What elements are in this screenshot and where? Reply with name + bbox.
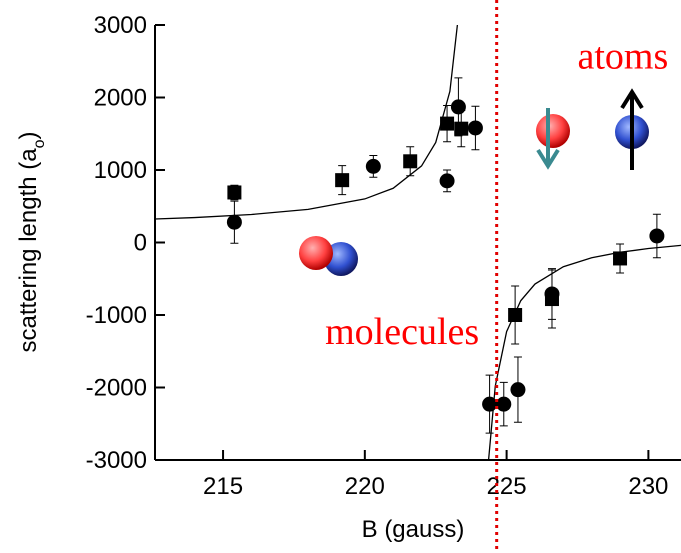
- y-tick-label: 1000: [94, 157, 147, 184]
- y-tick-label: 0: [134, 230, 147, 257]
- y-axis-label-end: ): [15, 131, 42, 139]
- data-point: [613, 251, 628, 266]
- x-tick-label: 215: [203, 473, 243, 500]
- x-tick-label: 225: [487, 473, 527, 500]
- data-point: [440, 116, 455, 131]
- atom-icon: [536, 114, 570, 148]
- y-axis-label: scattering length (ao): [15, 131, 48, 352]
- data-point: [403, 154, 418, 169]
- data-point: [335, 173, 350, 188]
- annotation: atoms: [578, 36, 669, 78]
- data-point: [226, 214, 242, 230]
- data-point: [649, 228, 665, 244]
- data-point: [482, 396, 498, 412]
- data-point: [454, 121, 469, 136]
- y-tick-label: 2000: [94, 85, 147, 112]
- y-tick-label: -3000: [86, 447, 147, 474]
- y-axis-label-sub: o: [31, 139, 48, 148]
- plot-area: [155, 25, 681, 460]
- x-tick-label: 220: [345, 473, 385, 500]
- x-axis-label: B (gauss): [362, 516, 465, 543]
- data-point: [227, 185, 242, 200]
- data-point: [510, 382, 526, 398]
- data-point: [365, 158, 381, 174]
- y-tick-label: -2000: [86, 375, 147, 402]
- data-point: [467, 120, 483, 136]
- data-point: [450, 99, 466, 115]
- data-point: [544, 292, 559, 307]
- annotation: molecules: [325, 311, 479, 353]
- y-tick-label: -1000: [86, 302, 147, 329]
- data-point: [439, 173, 455, 189]
- y-axis-label-text: scattering length (a: [15, 148, 42, 353]
- spin-arrow: [620, 88, 644, 170]
- atom-icon: [299, 236, 333, 270]
- spin-arrow: [536, 108, 560, 170]
- y-tick-label: 3000: [94, 12, 147, 39]
- data-point: [508, 308, 523, 322]
- x-tick-label: 230: [628, 473, 668, 500]
- decorations: [299, 88, 649, 276]
- data-point: [496, 396, 512, 412]
